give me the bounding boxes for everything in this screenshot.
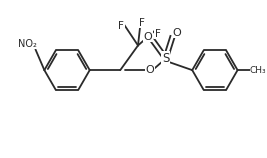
Text: S: S (162, 52, 169, 65)
Text: NO₂: NO₂ (18, 39, 37, 49)
Text: F: F (118, 21, 124, 31)
Text: CH₃: CH₃ (250, 66, 266, 75)
Text: O: O (172, 28, 181, 38)
Text: O: O (146, 65, 154, 75)
Text: F: F (155, 29, 161, 39)
Text: O: O (143, 32, 152, 42)
Text: F: F (139, 18, 145, 28)
